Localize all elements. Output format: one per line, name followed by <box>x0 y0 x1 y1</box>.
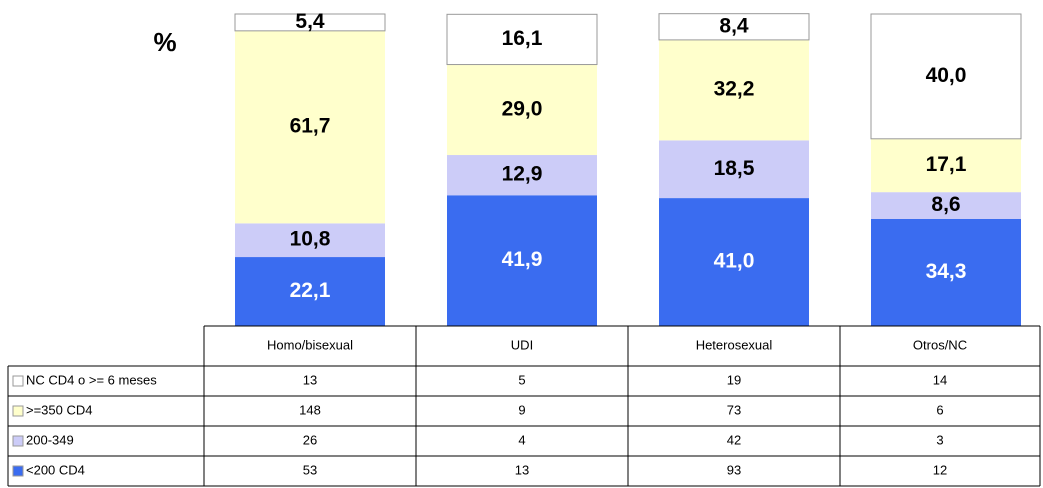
table-cell: 12 <box>933 462 947 477</box>
bar-segment <box>871 218 1021 326</box>
table-cell: 19 <box>727 372 741 387</box>
table-cell: 93 <box>727 462 741 477</box>
legend-label: 200-349 <box>26 432 74 447</box>
table-cell: 26 <box>303 432 317 447</box>
legend-label: <200 CD4 <box>26 462 85 477</box>
bar-segment <box>658 13 810 41</box>
data-label: 18,5 <box>714 157 755 180</box>
table-cell: 13 <box>515 462 529 477</box>
data-label: 12,9 <box>502 163 543 186</box>
data-label: 5,4 <box>295 10 325 33</box>
bar-segment <box>447 155 597 196</box>
data-label: 17,1 <box>926 153 967 176</box>
data-label: 22,1 <box>290 279 331 302</box>
table-cell: 53 <box>303 462 317 477</box>
data-label: 8,4 <box>719 14 749 37</box>
category-label: UDI <box>511 337 533 352</box>
bar-segment <box>234 13 386 32</box>
data-label: 8,6 <box>931 193 960 216</box>
data-label: 32,2 <box>714 78 755 101</box>
table-cell: 3 <box>936 432 943 447</box>
table-cell: 9 <box>518 402 525 417</box>
table-cell: 5 <box>518 372 525 387</box>
category-label: Otros/NC <box>913 337 967 352</box>
legend-label: >=350 CD4 <box>26 402 93 417</box>
bar-segment <box>871 192 1021 219</box>
bar-segment <box>447 195 597 326</box>
bar-segment <box>871 138 1021 193</box>
data-label: 61,7 <box>290 115 331 138</box>
table-cell: 6 <box>936 402 943 417</box>
bar-segment <box>235 223 385 258</box>
table-cell: 42 <box>727 432 741 447</box>
bar-segment <box>659 198 809 326</box>
data-label: 29,0 <box>502 97 543 120</box>
table-cell: 4 <box>518 432 525 447</box>
bar-segment <box>235 257 385 326</box>
category-label: Heterosexual <box>696 337 773 352</box>
data-label: 34,3 <box>926 260 967 283</box>
legend-label: NC CD4 o >= 6 meses <box>26 372 157 387</box>
table-cell: 148 <box>299 402 321 417</box>
table-cell: 73 <box>727 402 741 417</box>
bar-segment <box>659 140 809 199</box>
bar-segment <box>446 13 598 66</box>
bar-segment <box>235 30 385 224</box>
y-label: % <box>153 27 176 57</box>
legend-swatch <box>12 435 24 447</box>
bar-segment <box>870 13 1022 140</box>
data-label: 41,0 <box>714 250 755 273</box>
legend-swatch <box>12 465 24 477</box>
data-label: 16,1 <box>502 27 543 50</box>
data-label: 40,0 <box>926 64 967 87</box>
table-cell: 14 <box>933 372 947 387</box>
bar-segment <box>659 39 809 141</box>
legend-swatch <box>12 375 24 387</box>
table-cell: 13 <box>303 372 317 387</box>
legend-swatch <box>12 405 24 417</box>
bar-segment <box>447 64 597 156</box>
data-label: 41,9 <box>502 248 543 271</box>
data-label: 10,8 <box>290 228 331 251</box>
category-label: Homo/bisexual <box>267 337 353 352</box>
